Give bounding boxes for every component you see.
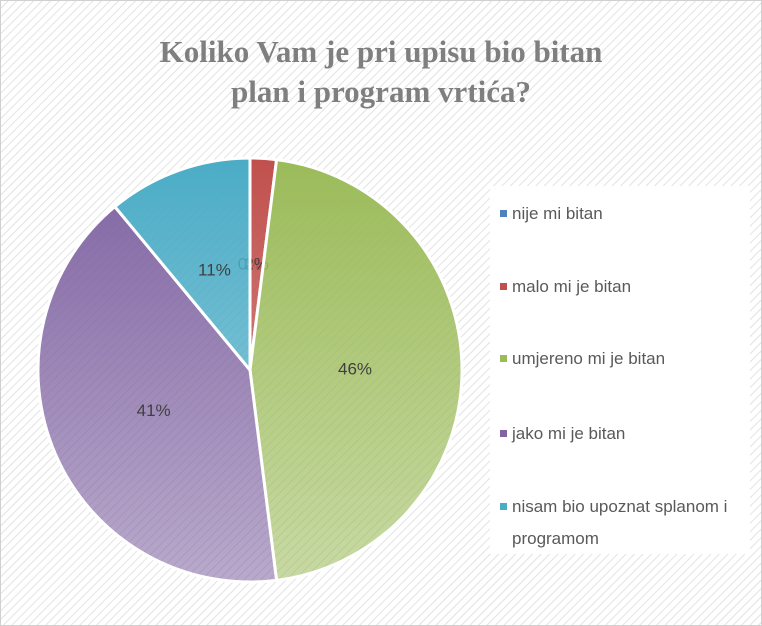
legend: nije mi bitan malo mi je bitan umjereno mi… bbox=[490, 186, 750, 554]
legend-label: jako mi je bitan bbox=[512, 424, 626, 443]
legend-item: jako mi je bitan bbox=[500, 418, 742, 450]
legend-swatch bbox=[500, 283, 507, 290]
chart-title: Koliko Vam je pri upisu bio bitan plan i … bbox=[160, 34, 603, 109]
data-label: 41% bbox=[137, 401, 171, 420]
legend-swatch bbox=[500, 430, 507, 437]
legend-swatch bbox=[500, 210, 507, 217]
data-label: 11% bbox=[198, 261, 231, 280]
legend-label: umjereno mi je bitan bbox=[512, 349, 666, 368]
data-label: 46% bbox=[338, 359, 372, 378]
legend-label: nije mi bitan bbox=[512, 204, 603, 223]
legend-item: malo mi je bitan bbox=[500, 271, 742, 303]
legend-item: nije mi bitan bbox=[500, 198, 742, 230]
pie-slice bbox=[112, 156, 252, 375]
legend-swatch bbox=[500, 355, 507, 362]
legend-label: nisam bio upoznat splanom i programom bbox=[512, 497, 728, 548]
legend-label: malo mi je bitan bbox=[512, 277, 632, 296]
legend-item: umjereno mi je bitan bbox=[500, 343, 742, 375]
pie-slice bbox=[36, 204, 279, 584]
pie-slice bbox=[248, 157, 464, 583]
legend-swatch bbox=[500, 503, 507, 510]
legend-item: nisam bio upoznat splanom i programom bbox=[500, 491, 742, 555]
